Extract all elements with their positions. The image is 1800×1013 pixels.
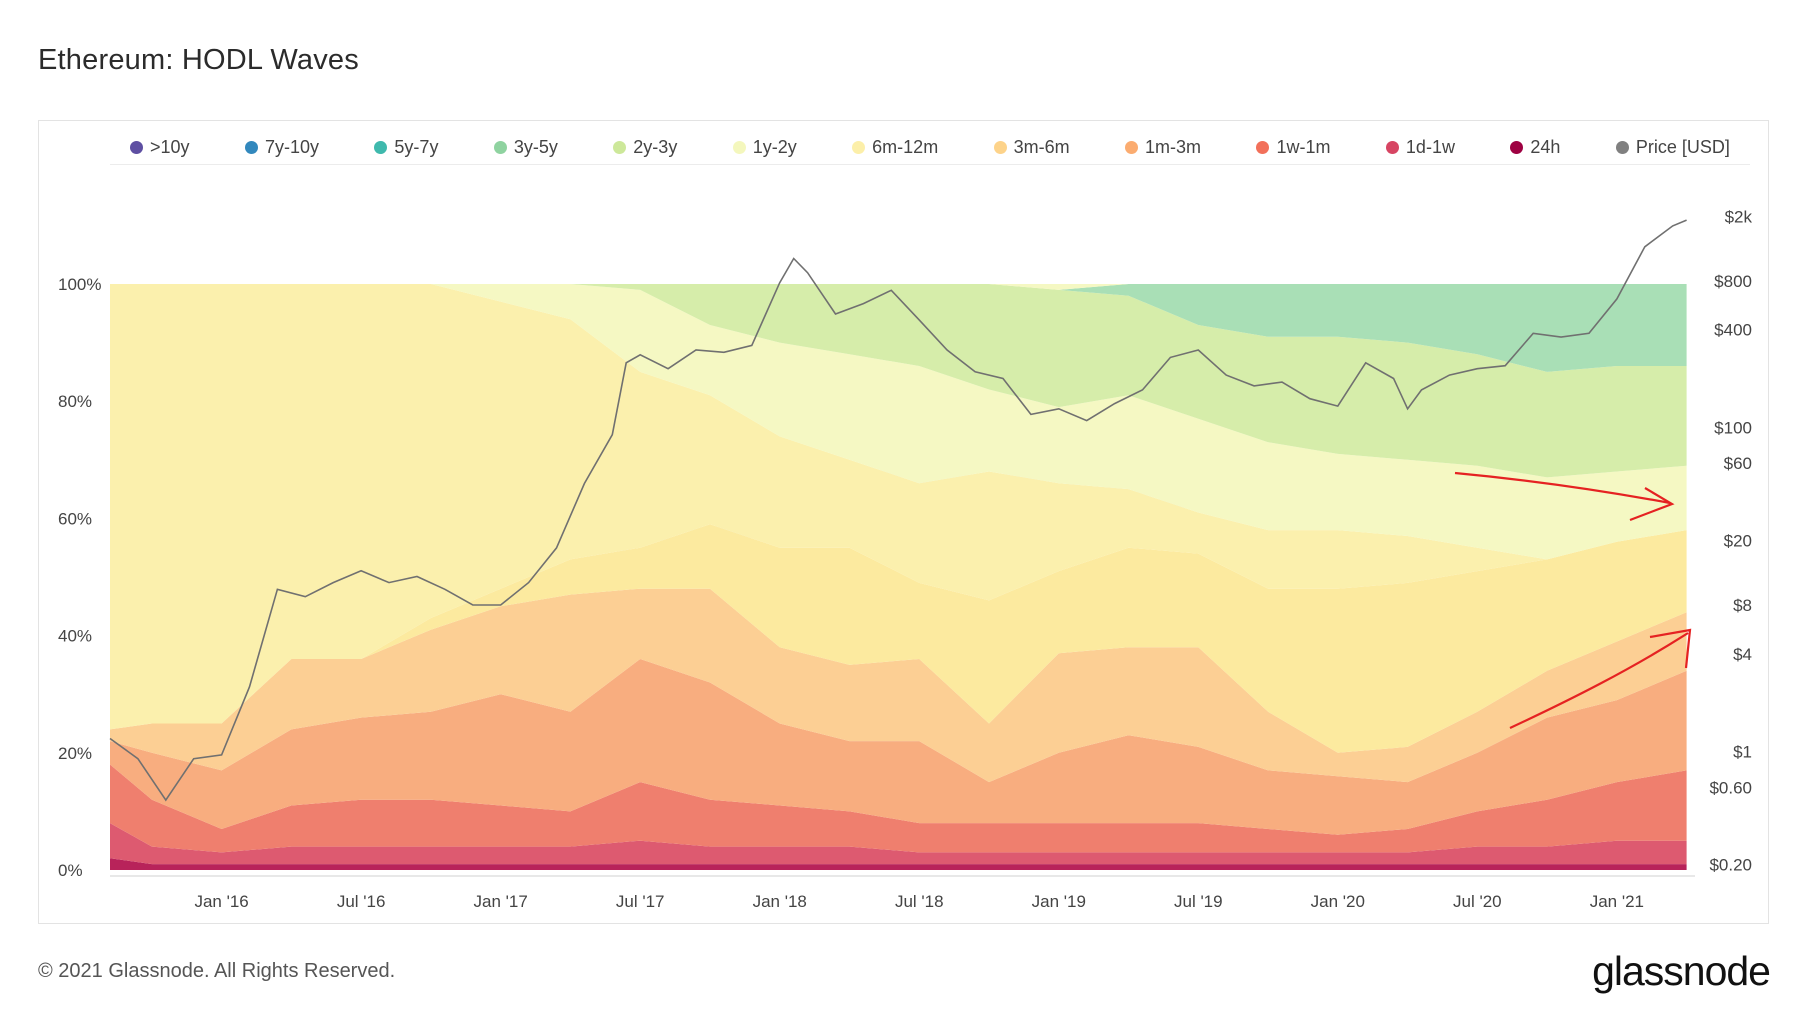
legend-label: 5y-7y <box>394 137 439 157</box>
legend-item[interactable]: 1y-2y <box>732 137 797 158</box>
glassnode-logo: glassnode <box>1592 948 1771 994</box>
band-1d-1w <box>110 823 1687 865</box>
legend-item[interactable]: 3y-5y <box>493 137 558 158</box>
right-tick-label: $0.20 <box>1709 856 1752 875</box>
legend-label: 1y-2y <box>752 137 797 157</box>
legend-label: 1w-1m <box>1276 137 1331 157</box>
left-tick-label: 60% <box>58 509 92 528</box>
right-tick-label: $100 <box>1714 418 1752 437</box>
band-2y-3y <box>110 284 1687 478</box>
x-tick-label: Jan '17 <box>474 892 528 911</box>
band-24h <box>110 858 1687 870</box>
price-line <box>109 219 1687 802</box>
legend-swatch-icon <box>1125 141 1139 154</box>
legend-swatch-icon <box>374 141 388 154</box>
right-tick-label: $60 <box>1724 454 1752 473</box>
band-1y-2y-early-cohort- <box>110 284 1687 730</box>
legend-label: Price [USD] <box>1635 137 1730 157</box>
x-tick-label: Jan '18 <box>753 892 807 911</box>
price-usd-line <box>109 219 1687 802</box>
legend-label: 3y-5y <box>513 137 558 157</box>
legend-swatch-icon <box>732 141 746 154</box>
legend-swatch-icon <box>130 141 143 154</box>
legend-swatch-icon <box>613 141 627 154</box>
legend-item[interactable]: 7y-10y <box>244 137 319 158</box>
band-1w-1m <box>110 764 1687 853</box>
left-tick-label: 20% <box>58 744 92 763</box>
legend-item[interactable]: Price [USD] <box>1615 137 1730 158</box>
right-tick-label: $8 <box>1733 596 1752 615</box>
x-tick-label: Jan '19 <box>1032 892 1086 911</box>
right-tick-label: $400 <box>1714 321 1752 340</box>
arrowhead-down-right <box>1629 487 1675 522</box>
band-1y-2y <box>110 284 1687 560</box>
band-1m-3m <box>110 659 1687 835</box>
band-3m-6m <box>110 588 1687 783</box>
right-tick-label: $1 <box>1733 742 1752 761</box>
x-tick-label: Jan '20 <box>1311 892 1365 911</box>
page-title: Ethereum: HODL Waves <box>38 44 359 76</box>
legend-swatch-icon <box>1510 141 1524 154</box>
right-tick-label: $0.60 <box>1709 778 1752 797</box>
right-tick-label: $2k <box>1725 207 1753 226</box>
arrowhead-up-right <box>1649 628 1692 669</box>
legend-item[interactable]: 5y-7y <box>374 137 438 158</box>
legend-label: 3m-6m <box>1013 137 1070 157</box>
legend-label: 1m-3m <box>1145 137 1202 157</box>
legend-swatch-icon <box>493 141 507 154</box>
legend-swatch-icon <box>244 141 258 154</box>
chart-frame <box>38 120 1769 924</box>
left-tick-label: 100% <box>58 275 101 294</box>
legend-item[interactable]: 1d-1w <box>1385 137 1455 158</box>
right-y-axis: $0.20 $0.60 $1 $4 $8 $20 $60 $100 $400 $800 $2k <box>1709 207 1752 874</box>
legend-label: 7y-10y <box>264 137 319 157</box>
chart-legend: >10y 7y-10y 5y-7y 3y-5y 2y-3y 1y-2y 6m-12m 3m-6… <box>110 137 1750 165</box>
legend-item[interactable]: 6m-12m <box>852 137 938 158</box>
legend-swatch-icon <box>1256 141 1270 154</box>
area-bands <box>110 284 1687 870</box>
legend-item[interactable]: 2y-3y <box>613 137 677 158</box>
right-tick-label: $4 <box>1733 645 1752 664</box>
x-axis: Jan '16 Jul '16 Jan '17 Jul '17 Jan '18 Jul '… <box>110 875 1695 911</box>
left-y-axis: 0% 20% 40% 60% 80% 100% <box>58 275 101 880</box>
annotation-arrows <box>1454 471 1692 729</box>
left-tick-label: 40% <box>58 627 92 646</box>
legend-label: >10y <box>150 137 190 157</box>
x-tick-label: Jul '18 <box>895 892 944 911</box>
right-tick-label: $20 <box>1724 532 1752 551</box>
legend-swatch-icon <box>1615 141 1629 154</box>
legend-label: 1d-1w <box>1405 137 1455 157</box>
right-tick-label: $800 <box>1714 272 1752 291</box>
legend-swatch-icon <box>1385 141 1399 154</box>
x-tick-label: Jan '16 <box>194 892 248 911</box>
legend-item[interactable]: 1w-1m <box>1256 137 1331 158</box>
legend-item[interactable]: 1m-3m <box>1125 137 1201 158</box>
legend-label: 24h <box>1530 137 1561 157</box>
legend-swatch-icon <box>852 141 866 154</box>
band-6m-12m <box>110 524 1687 753</box>
left-tick-label: 80% <box>58 392 92 411</box>
band-3y-5y <box>110 284 1687 372</box>
legend-item[interactable]: >10y <box>130 137 190 158</box>
arrow-down-right <box>1454 471 1671 505</box>
copyright-text: © 2021 Glassnode. All Rights Reserved. <box>38 960 396 982</box>
x-tick-label: Jul '17 <box>616 892 665 911</box>
legend-swatch-icon <box>993 141 1007 154</box>
left-tick-label: 0% <box>58 861 83 880</box>
arrow-up-right <box>1509 632 1689 729</box>
x-tick-label: Jul '16 <box>337 892 386 911</box>
legend-label: 6m-12m <box>872 137 939 157</box>
x-tick-label: Jan '21 <box>1590 892 1644 911</box>
x-tick-label: Jul '20 <box>1453 892 1502 911</box>
x-tick-label: Jul '19 <box>1174 892 1223 911</box>
legend-label: 2y-3y <box>633 137 678 157</box>
legend-item[interactable]: 3m-6m <box>993 137 1070 158</box>
legend-item[interactable]: 24h <box>1510 137 1560 158</box>
